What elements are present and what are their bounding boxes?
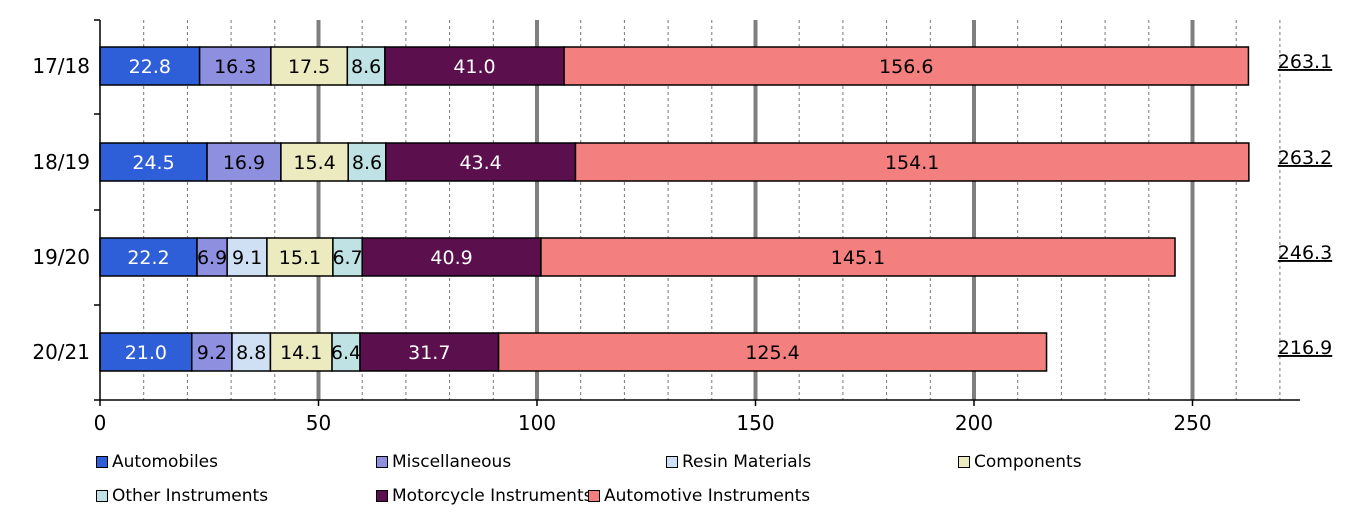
total-label: 263.1 [1278,51,1332,73]
legend-item: Components [958,452,1082,472]
legend-label: Resin Materials [682,452,812,472]
labels: 22.8 16.3 17.5 8.6 41.0 156.6 17/18 263.1 24.5 16… [32,51,1332,435]
data-label: 40.9 [430,247,472,269]
bar-segment [266,237,334,277]
data-label: 22.2 [127,247,169,269]
category-label: 20/21 [32,340,90,364]
x-tick-label: 100 [518,411,556,435]
bar-segment [497,332,1048,372]
data-label: 6.7 [332,247,362,269]
axes [94,19,1300,406]
data-label: 9.2 [197,342,227,364]
bar-segment [231,332,272,372]
legend-label: Motorcycle Instruments [392,486,593,506]
data-label: 15.4 [293,152,335,174]
data-label: 21.0 [125,342,167,364]
data-label: 41.0 [453,56,495,78]
total-label: 263.2 [1278,147,1332,169]
bar-segment [361,237,542,277]
x-tick-label: 150 [736,411,774,435]
data-label: 6.4 [331,342,361,364]
legend: Automobiles Miscellaneous Resin Materials C… [96,452,1316,518]
data-label: 125.4 [745,342,799,364]
total-label: 246.3 [1278,242,1332,264]
legend-item: Other Instruments [96,486,268,506]
legend-label: Automobiles [112,452,218,472]
data-label: 145.1 [831,247,885,269]
bars [99,46,1250,372]
legend-swatch [588,490,600,502]
data-label: 154.1 [885,152,939,174]
legend-label: Miscellaneous [392,452,512,472]
legend-item: Miscellaneous [376,452,511,472]
legend-label: Other Instruments [112,486,269,506]
data-label: 15.1 [279,247,321,269]
bar-segment [99,46,201,86]
stacked-bar-chart: 22.8 16.3 17.5 8.6 41.0 156.6 17/18 263.1 24.5 16… [32,19,1332,435]
bar-segment [191,332,233,372]
data-label: 8.6 [351,56,381,78]
data-label: 156.6 [879,56,933,78]
bar-segment [226,237,268,277]
data-label: 14.1 [280,342,322,364]
bar-segment [574,142,1250,182]
legend-label: Automotive Instruments [604,486,811,506]
bar-segment [359,332,500,372]
legend-item: Motorcycle Instruments [376,486,592,506]
data-label: 16.9 [223,152,265,174]
data-label: 17.5 [288,56,330,78]
x-tick-label: 250 [1173,411,1211,435]
x-tick-label: 200 [955,411,993,435]
data-label: 8.6 [352,152,382,174]
legend-swatch [958,456,970,468]
bar-segment [384,46,565,86]
data-label: 22.8 [129,56,171,78]
data-label: 16.3 [214,56,256,78]
data-label: 43.4 [459,152,501,174]
data-label: 6.9 [197,247,227,269]
bar-segment [99,142,208,182]
category-label: 17/18 [32,54,90,78]
bar-segment [270,46,349,86]
data-label: 31.7 [408,342,450,364]
bar-segment [269,332,333,372]
legend-item: Resin Materials [666,452,811,472]
legend-swatch [376,490,388,502]
bar-segment [280,142,349,182]
total-label: 216.9 [1278,337,1332,359]
legend-item: Automotive Instruments [588,486,810,506]
category-label: 18/19 [32,150,90,174]
category-label: 19/20 [32,245,90,269]
legend-swatch [666,456,678,468]
legend-item: Automobiles [96,452,218,472]
bar-segment [385,142,577,182]
x-tick-label: 50 [306,411,331,435]
legend-label: Components [974,452,1082,472]
data-label: 9.1 [232,247,262,269]
legend-swatch [376,456,388,468]
data-label: 24.5 [132,152,174,174]
bar-segment [540,237,1176,277]
legend-swatch [96,490,108,502]
data-label: 8.8 [236,342,266,364]
x-tick-label: 0 [94,411,107,435]
legend-swatch [96,456,108,468]
bar-segment [563,46,1250,86]
